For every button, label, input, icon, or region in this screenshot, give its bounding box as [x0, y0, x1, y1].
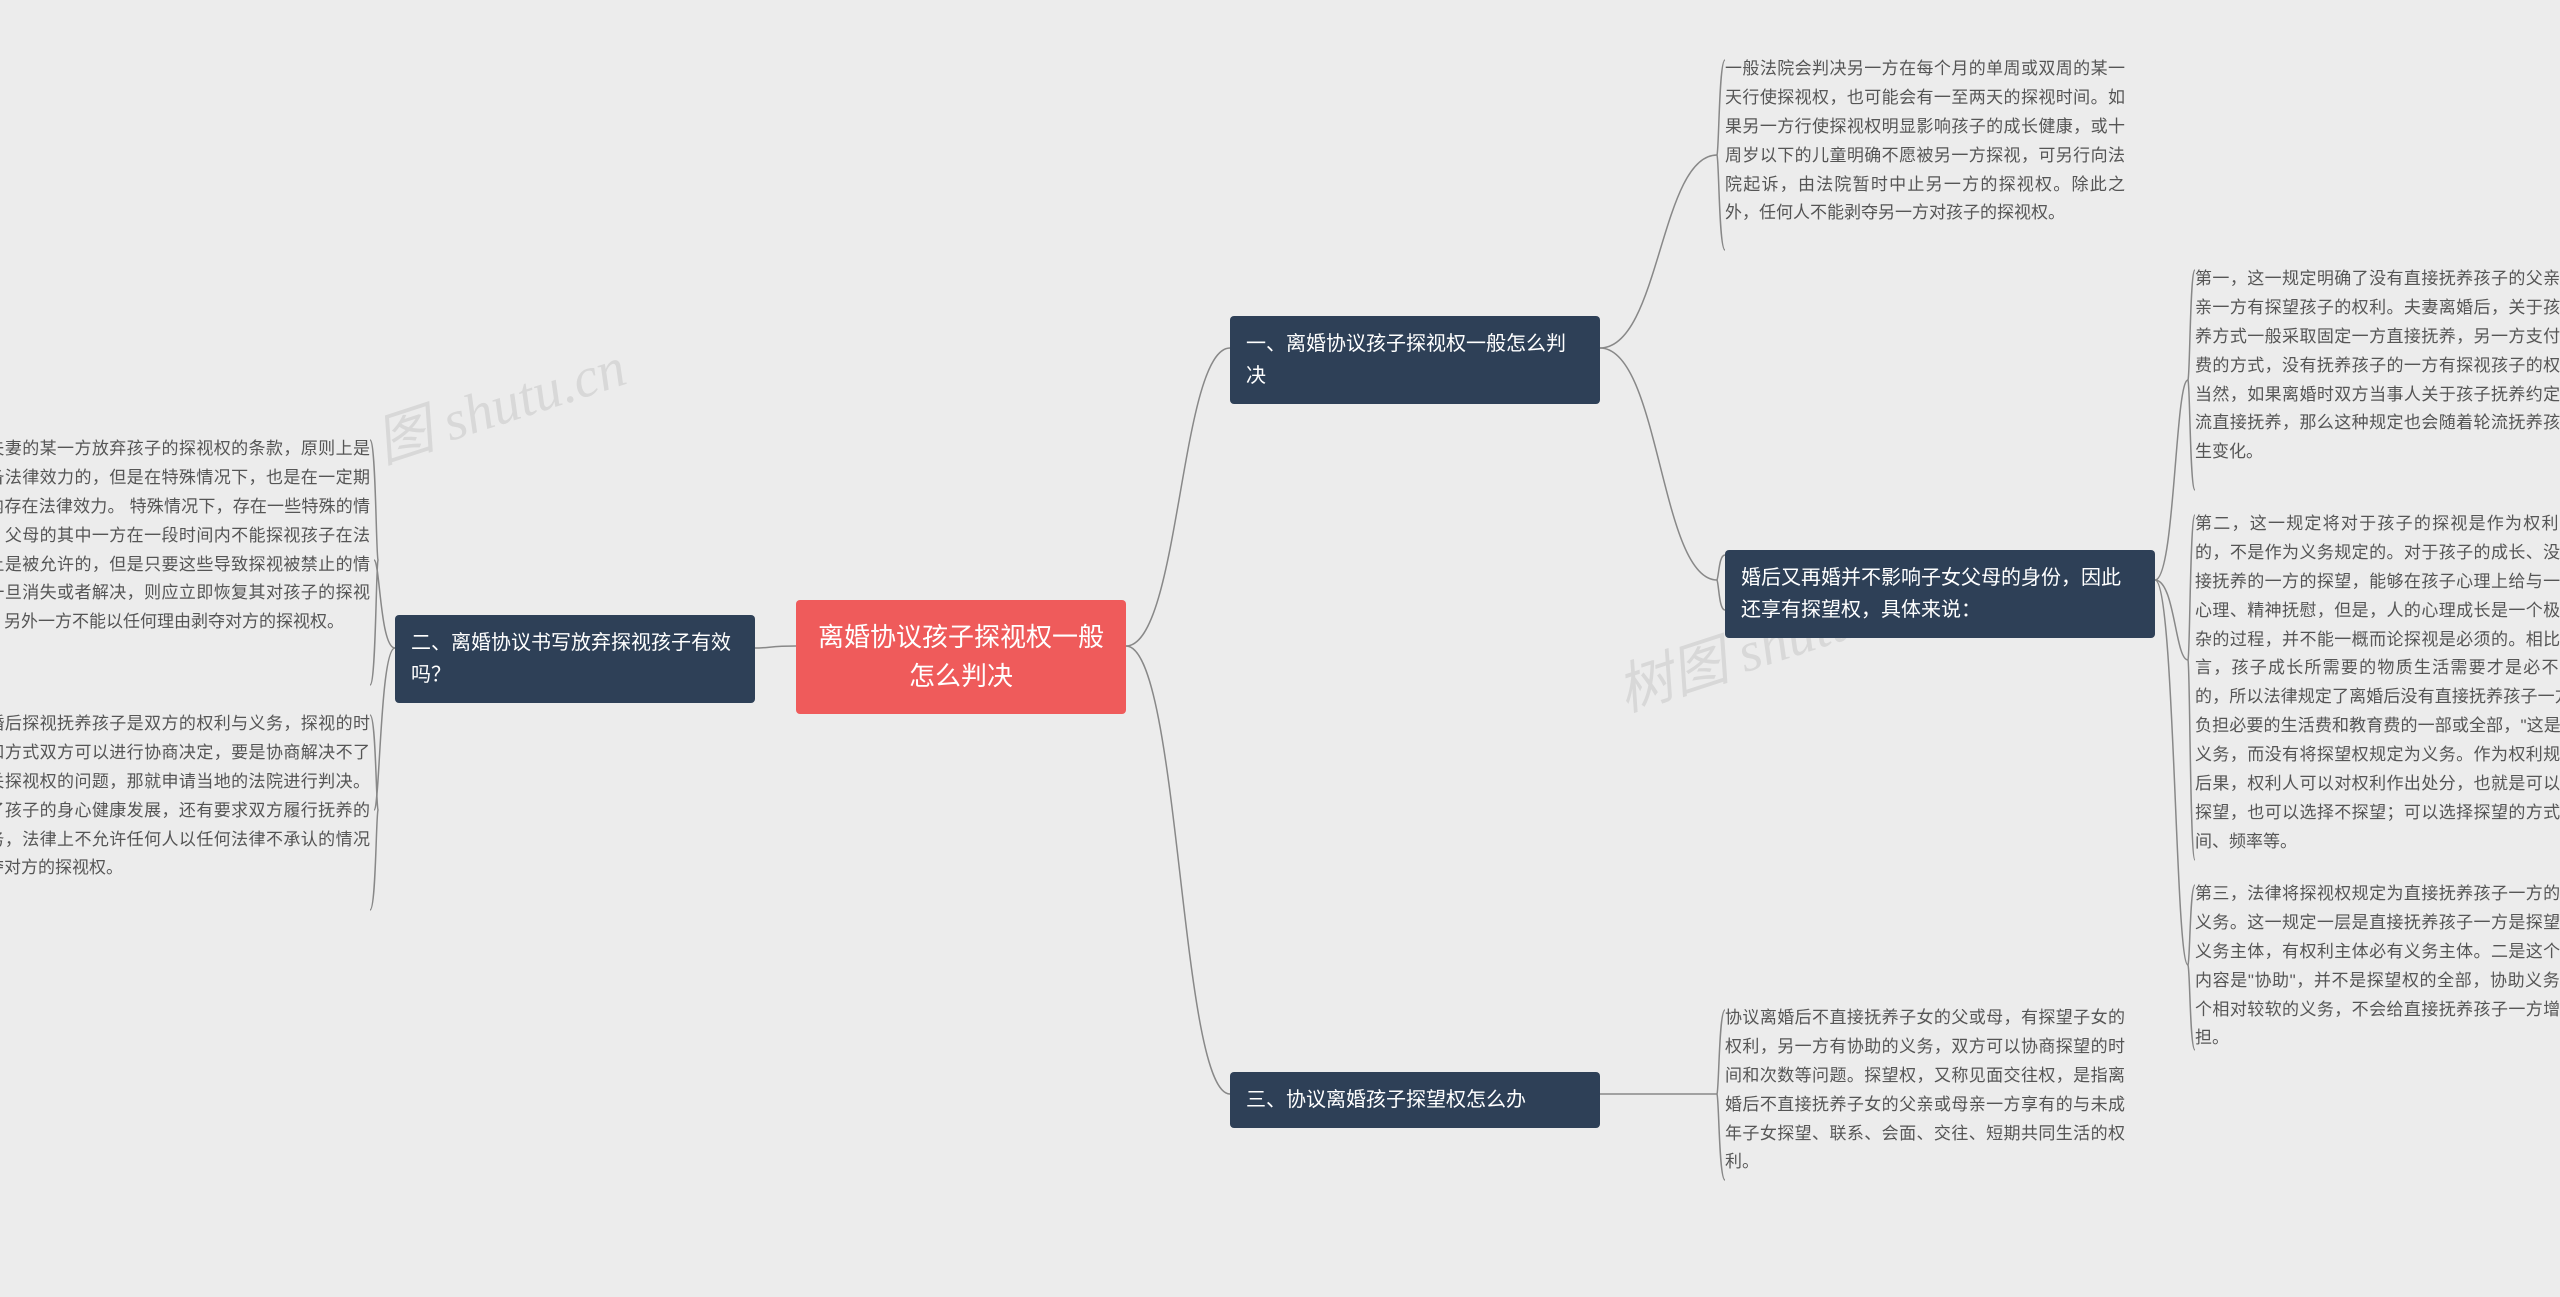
leaf-1-2-1: 第一，这一规定明确了没有直接抚养孩子的父亲或母亲一方有探望孩子的权利。夫妻离婚后…	[2195, 265, 2560, 467]
leaf-1-2-3-text: 第三，法律将探视权规定为直接抚养孩子一方的协助义务。这一规定一层是直接抚养孩子一…	[2195, 884, 2560, 1047]
leaf-1-2-1-text: 第一，这一规定明确了没有直接抚养孩子的父亲或母亲一方有探望孩子的权利。夫妻离婚后…	[2195, 269, 2560, 461]
leaf-1-1: 一般法院会判决另一方在每个月的单周或双周的某一天行使探视权，也可能会有一至两天的…	[1725, 55, 2125, 228]
branch-2[interactable]: 二、离婚协议书写放弃探视孩子有效吗？	[395, 615, 755, 703]
branch-1-2[interactable]: 婚后又再婚并不影响子女父母的身份，因此还享有探望权，具体来说：	[1725, 550, 2155, 638]
leaf-1-2-3: 第三，法律将探视权规定为直接抚养孩子一方的协助义务。这一规定一层是直接抚养孩子一…	[2195, 880, 2560, 1053]
leaf-3-1: 协议离婚后不直接抚养子女的父或母，有探望子女的权利，另一方有协助的义务，双方可以…	[1725, 1004, 2125, 1177]
leaf-3-1-text: 协议离婚后不直接抚养子女的父或母，有探望子女的权利，另一方有协助的义务，双方可以…	[1725, 1008, 2125, 1171]
branch-1-2-label: 婚后又再婚并不影响子女父母的身份，因此还享有探望权，具体来说：	[1741, 567, 2121, 621]
branch-3-label: 三、协议离婚孩子探望权怎么办	[1246, 1089, 1526, 1111]
branch-1-label: 一、离婚协议孩子探视权一般怎么判决	[1246, 333, 1566, 387]
leaf-1-1-text: 一般法院会判决另一方在每个月的单周或双周的某一天行使探视权，也可能会有一至两天的…	[1725, 59, 2125, 222]
branch-1[interactable]: 一、离婚协议孩子探视权一般怎么判决	[1230, 316, 1600, 404]
leaf-2-2: 离婚后探视抚养孩子是双方的权利与义务，探视的时间和方式双方可以进行协商决定，要是…	[0, 710, 370, 883]
leaf-2-1: 让夫妻的某一方放弃孩子的探视权的条款，原则上是具备法律效力的，但是在特殊情况下，…	[0, 435, 370, 637]
root-label: 离婚协议孩子探视权一般怎么判决	[818, 622, 1104, 691]
branch-3[interactable]: 三、协议离婚孩子探望权怎么办	[1230, 1072, 1600, 1128]
leaf-1-2-2-text: 第二，这一规定将对于孩子的探视是作为权利规定的，不是作为义务规定的。对于孩子的成…	[2195, 514, 2560, 851]
leaf-1-2-2: 第二，这一规定将对于孩子的探视是作为权利规定的，不是作为义务规定的。对于孩子的成…	[2195, 510, 2560, 857]
branch-2-label: 二、离婚协议书写放弃探视孩子有效吗？	[411, 632, 731, 686]
leaf-2-2-text: 离婚后探视抚养孩子是双方的权利与义务，探视的时间和方式双方可以进行协商决定，要是…	[0, 714, 370, 877]
root-node[interactable]: 离婚协议孩子探视权一般怎么判决	[796, 600, 1126, 714]
leaf-2-1-text: 让夫妻的某一方放弃孩子的探视权的条款，原则上是具备法律效力的，但是在特殊情况下，…	[0, 439, 370, 631]
watermark-1: 图 shutu.cn	[364, 322, 635, 479]
